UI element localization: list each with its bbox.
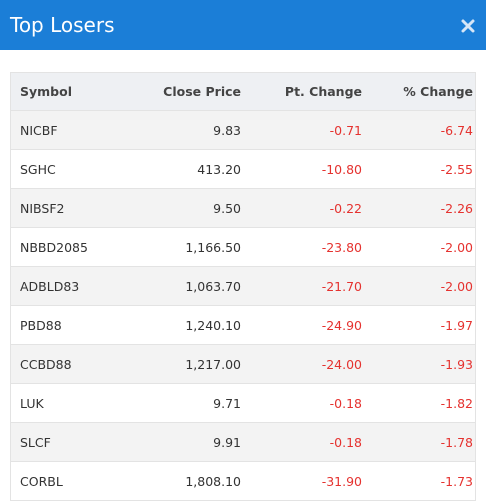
value-cell: 9.91 (213, 434, 241, 450)
table-row: LUK 9.71 -0.18 -1.82 (11, 384, 475, 423)
symbol-cell: ADBLD83 (20, 278, 80, 294)
value-cell: -24.00 (321, 356, 362, 372)
header-row: Symbol Close Price Pt. Change % Change (11, 73, 475, 111)
table-row: PBD88 1,240.10 -24.90 -1.97 (11, 306, 475, 345)
value-cell: -1.93 (440, 356, 473, 372)
value-cell: 1,808.10 (185, 473, 241, 489)
symbol-cell: NBBD2085 (20, 239, 88, 255)
column-header: Pt. Change (284, 84, 362, 99)
value-cell: -1.73 (440, 473, 473, 489)
modal-title: Top Losers (10, 13, 115, 37)
table-row: NBBD2085 1,166.50 -23.80 -2.00 (11, 228, 475, 267)
value-cell: -10.80 (321, 161, 362, 177)
symbol-cell: NIBSF2 (20, 200, 65, 216)
value-cell: -0.18 (329, 434, 362, 450)
table-row: NICBF 9.83 -0.71 -6.74 (11, 111, 475, 150)
modal-header: Top Losers (0, 0, 486, 50)
value-cell: 1,240.10 (185, 317, 241, 333)
value-cell: -0.22 (329, 200, 362, 216)
value-cell: 9.50 (213, 200, 241, 216)
table-row: NIBSF2 9.50 -0.22 -2.26 (11, 189, 475, 228)
symbol-cell: SLCF (20, 434, 51, 450)
value-cell: -2.00 (440, 239, 473, 255)
value-cell: -6.74 (440, 122, 473, 138)
table-row: CORBL 1,808.10 -31.90 -1.73 (11, 462, 475, 501)
value-cell: 1,166.50 (185, 239, 241, 255)
value-cell: -31.90 (321, 473, 362, 489)
symbol-cell: NICBF (20, 122, 58, 138)
column-header: % Change (403, 84, 473, 99)
symbol-cell: CCBD88 (20, 356, 72, 372)
value-cell: 413.20 (197, 161, 241, 177)
symbol-cell: CORBL (20, 473, 63, 489)
table-row: CCBD88 1,217.00 -24.00 -1.93 (11, 345, 475, 384)
value-cell: 1,217.00 (185, 356, 241, 372)
losers-table: Symbol Close Price Pt. Change % Change NICBF… (10, 72, 476, 501)
table-row: SLCF 9.91 -0.18 -1.78 (11, 423, 475, 462)
close-button[interactable] (460, 18, 476, 34)
value-cell: -23.80 (321, 239, 362, 255)
symbol-cell: SGHC (20, 161, 56, 177)
column-header: Symbol (20, 84, 72, 99)
value-cell: -2.55 (440, 161, 473, 177)
value-cell: 9.71 (213, 395, 241, 411)
value-cell: -2.00 (440, 278, 473, 294)
value-cell: -1.82 (440, 395, 473, 411)
value-cell: 1,063.70 (185, 278, 241, 294)
value-cell: -2.26 (440, 200, 473, 216)
symbol-cell: PBD88 (20, 317, 62, 333)
value-cell: -1.78 (440, 434, 473, 450)
value-cell: 9.83 (213, 122, 241, 138)
table-row: SGHC 413.20 -10.80 -2.55 (11, 150, 475, 189)
value-cell: -24.90 (321, 317, 362, 333)
value-cell: -0.71 (329, 122, 362, 138)
column-header: Close Price (163, 84, 241, 99)
table-row: ADBLD83 1,063.70 -21.70 -2.00 (11, 267, 475, 306)
value-cell: -0.18 (329, 395, 362, 411)
value-cell: -21.70 (321, 278, 362, 294)
value-cell: -1.97 (440, 317, 473, 333)
symbol-cell: LUK (20, 395, 44, 411)
